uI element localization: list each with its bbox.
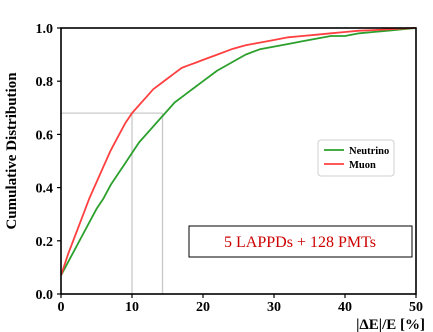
series-line-muon bbox=[60, 27, 417, 276]
plot-frame bbox=[60, 27, 417, 295]
y-tick-label-1: 0.2 bbox=[36, 235, 54, 250]
reference-lines bbox=[61, 112, 164, 294]
y-tick-label-3: 0.6 bbox=[36, 128, 54, 143]
y-tick-label-4: 0.8 bbox=[36, 75, 54, 90]
y-axis-ticks: 0.0 0.2 0.4 0.6 0.8 1.0 bbox=[36, 22, 61, 303]
x-tick-label-4: 40 bbox=[338, 300, 352, 315]
legend-label-muon: Muon bbox=[349, 160, 376, 171]
y-tick-label-2: 0.4 bbox=[36, 182, 54, 197]
series-layer bbox=[60, 27, 417, 276]
x-axis-ticks: 0 10 20 30 40 50 bbox=[58, 294, 423, 315]
annotation-text: 5 LAPPDs + 128 PMTs bbox=[224, 234, 376, 251]
x-axis-label: |ΔE|/E [%] bbox=[356, 317, 425, 332]
x-tick-label-5: 50 bbox=[409, 300, 423, 315]
x-tick-label-1: 10 bbox=[125, 300, 139, 315]
annotation-frame bbox=[188, 225, 413, 258]
x-tick-label-2: 20 bbox=[196, 300, 210, 315]
legend: Neutrino Muon bbox=[317, 139, 395, 177]
series-line-neutrino bbox=[60, 27, 417, 276]
legend-label-neutrino: Neutrino bbox=[349, 146, 389, 157]
annotation-box: 5 LAPPDs + 128 PMTs bbox=[188, 225, 413, 258]
x-tick-label-3: 30 bbox=[267, 300, 281, 315]
x-tick-label-0: 0 bbox=[58, 300, 65, 315]
y-axis-label: Cumulative Distribution bbox=[4, 72, 20, 230]
y-tick-label-0: 0.0 bbox=[36, 288, 54, 303]
legend-box bbox=[317, 139, 395, 177]
y-tick-label-5: 1.0 bbox=[36, 22, 54, 37]
